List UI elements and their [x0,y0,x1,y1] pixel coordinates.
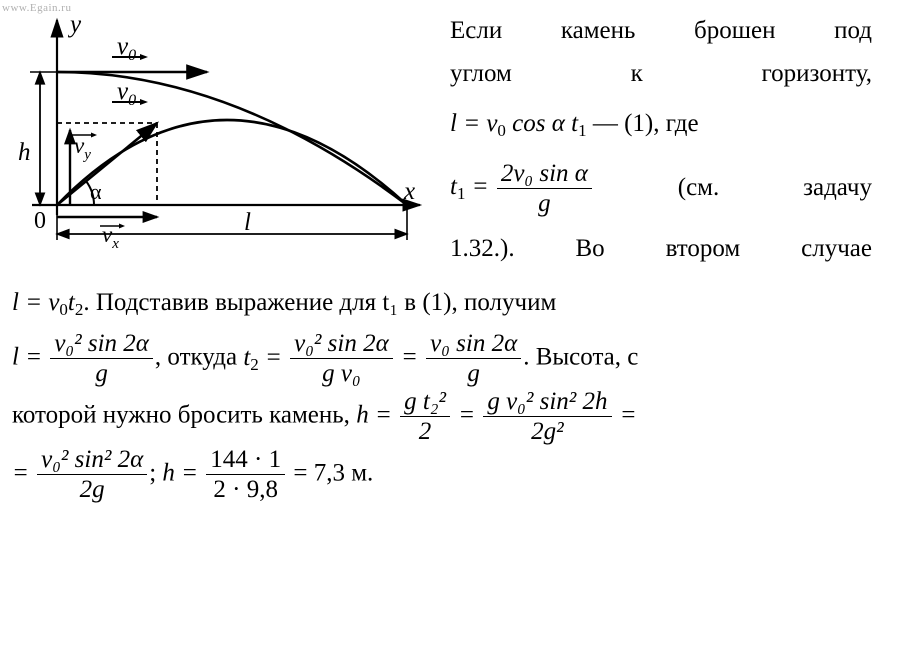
frac-d-1: v₀² sin² 2α2g [37,446,147,504]
eq1-dash: — (1), [587,110,660,137]
intro-line-1a: Если камень брошен под [450,17,872,44]
body-a-rest: . Подставив выражение для t₁ в (1), полу… [83,289,556,316]
intro-line-1c: к [631,60,643,87]
watermark-text: www.Egain.ru [2,2,71,14]
eq-h-eq2: = [614,402,637,429]
intro-text: Если камень брошен под углом к горизонту… [450,10,872,270]
label-x-axis: x [403,178,415,205]
label-v0-lower: v0 [117,78,136,109]
label-alpha: α [90,179,102,204]
frac-t2-a: v₀² sin 2αg v₀ [290,330,393,388]
body-b-comma: , откуда [155,344,243,371]
line-vtorom: втором [666,235,741,262]
eq-h-lhs: h = [356,402,398,429]
label-v0-upper: v0 [117,33,136,64]
frac-l: v₀² sin 2αg [50,330,153,388]
eq-l-v0t2: l = v0t2 [12,289,83,316]
frac-h-2: g v₀² sin² 2h2g² [483,388,611,446]
body-d-result: = 7,3 м. [287,460,373,487]
label-h: h [18,139,31,166]
see-a: (см. [678,167,720,210]
body-text: l = v0t2. Подставив выражение для t₁ в (… [12,276,872,504]
intro-line-1d: горизонту, [762,60,872,87]
line-132: 1.32.). [450,235,515,262]
eq-t2-eq2: = [395,344,424,371]
eq-d-eq: = [12,460,35,487]
label-vy: vy [74,133,91,163]
physics-figure: y x 0 v0 v0 [12,10,432,250]
body-d-semi: ; [149,460,162,487]
line-sluchae: случае [801,235,872,262]
label-l: l [244,209,251,236]
eq-l-sin2a: l = [12,344,48,371]
line-vo: Во [576,235,605,262]
frac-t2-b: v₀ sin 2αg [426,330,521,388]
top-section: y x 0 v0 v0 [12,10,872,270]
frac-d-2: 144 · 12 · 9,8 [206,446,285,504]
frac-h-1: g t₂²2 [400,388,450,446]
eq-d-h: h = [162,460,204,487]
eq-h-eq1: = [452,402,481,429]
eq1-gde: где [659,110,698,137]
trajectory-horizontal-throw [57,72,407,205]
intro-line-1b: углом [450,60,512,87]
label-origin: 0 [34,208,46,234]
body-b-tail: . Высота, с [523,344,638,371]
body-c-pre: которой нужно бросить камень, [12,402,356,429]
eq-t1: t1 = 2v₀ sin αg [450,160,594,218]
eq-t2-lhs: t2 = [243,344,288,371]
eq-l-def: l = v0 cos α t1 [450,110,587,137]
label-y-axis: y [67,11,82,38]
see-b: задачу [803,167,872,210]
